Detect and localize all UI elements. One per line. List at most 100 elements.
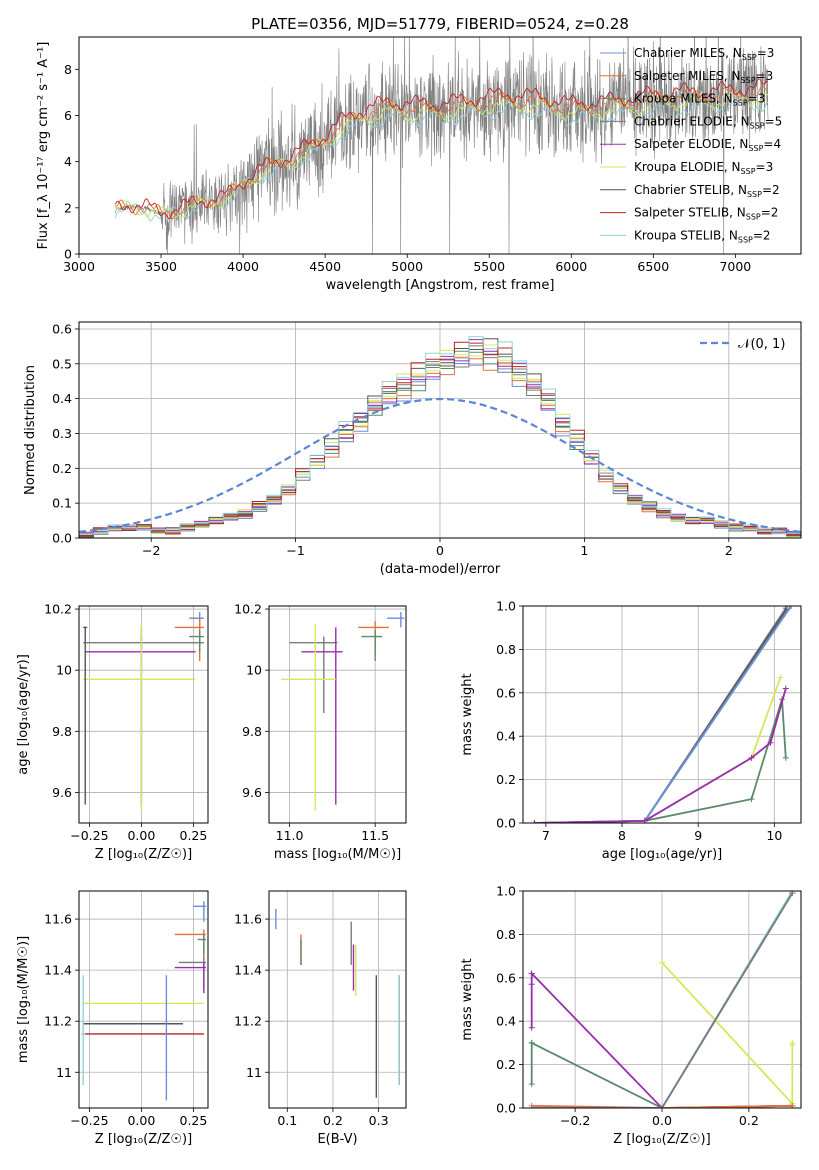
y-tick-label: 0.5 xyxy=(52,356,72,371)
axes-frame xyxy=(78,605,209,824)
plot-area-mass-vs-metallicity xyxy=(81,901,206,1101)
plot-area-mass-vs-ebv xyxy=(275,908,400,1098)
y-tick-label: 0.2 xyxy=(496,1057,516,1072)
legend-nssp: =2 xyxy=(753,228,771,242)
y-tick-label: 11.6 xyxy=(234,912,262,927)
histogram-6 xyxy=(79,338,801,538)
legend-label: 𝒩(0, 1) xyxy=(738,337,785,352)
normal-reference-curve xyxy=(79,397,801,533)
x-tick-label: 5500 xyxy=(473,259,505,274)
weight-marker xyxy=(777,674,784,681)
weight-marker xyxy=(788,606,795,609)
legend-subscript: SSP xyxy=(741,76,756,85)
x-tick-label: 6000 xyxy=(555,259,587,274)
legend-subscript: SSP xyxy=(733,99,748,108)
y-tick-label: 9.8 xyxy=(52,724,72,739)
legend-subscript: SSP xyxy=(750,121,765,130)
y-axis-label: mass [log₁₀(M/M☉)] xyxy=(16,936,31,1063)
y-tick-label: 10.2 xyxy=(44,602,72,617)
y-tick-label: 0.4 xyxy=(52,391,72,406)
y-tick-label: 0.0 xyxy=(496,1101,516,1116)
axes-frame xyxy=(268,890,407,1109)
y-axis-label: age [log₁₀(age/yr)] xyxy=(16,654,31,775)
y-tick-label: 10 xyxy=(56,663,72,678)
x-tick-label: 5000 xyxy=(391,259,423,274)
x-tick-label: 0.2 xyxy=(739,1113,759,1128)
legend-subscript: SSP xyxy=(747,190,762,199)
x-axis-label: mass [log₁₀(M/M☉)] xyxy=(274,847,401,862)
panel-age-vs-metallicity: −0.25 0.00 0.25 9.6 9.8 10 10.2 Z [log₁₀(Z/Z☉)]… xyxy=(16,602,209,862)
y-tick-label: 0.8 xyxy=(496,927,516,942)
y-tick-label: 10.2 xyxy=(234,602,262,617)
panel-spectrum: 3000 3500 4000 4500 5000 5500 6000 6500 7000 0 2 4 6… xyxy=(36,36,802,293)
x-tick-label: 0.25 xyxy=(180,828,208,843)
legend-nssp: =3 xyxy=(757,46,775,60)
x-tick-label: 10 xyxy=(766,828,782,843)
weight-marker xyxy=(528,1081,535,1088)
y-tick-label: 0.2 xyxy=(52,461,72,476)
plot-area-age-vs-metallicity xyxy=(83,612,204,811)
weight-marker xyxy=(531,820,538,823)
legend-nssp: =2 xyxy=(762,183,780,197)
y-tick-label: 2 xyxy=(64,200,72,215)
y-tick-label: 11.2 xyxy=(44,1014,72,1029)
x-tick-label: 3000 xyxy=(63,259,95,274)
y-tick-label: 4 xyxy=(64,154,72,169)
model-spectrum-7 xyxy=(114,78,768,220)
plot-area-residuals xyxy=(79,336,801,538)
y-tick-label: 0.4 xyxy=(496,729,516,744)
x-tick-label: −0.2 xyxy=(560,1113,590,1128)
x-tick-label: 3500 xyxy=(145,259,177,274)
plot-area-mass-weight-vs-age xyxy=(531,606,795,823)
y-tick-label: 1.0 xyxy=(496,599,516,614)
panel-mass-vs-metallicity: −0.25 0.00 0.25 11 11.2 11.4 11.6 Z [log₁₀(Z/Z☉… xyxy=(16,890,209,1147)
y-tick-label: 0.8 xyxy=(496,642,516,657)
x-tick-label: 8 xyxy=(618,828,626,843)
legend-subscript: SSP xyxy=(738,235,753,244)
axes-frame xyxy=(78,890,209,1109)
y-tick-label: 0.2 xyxy=(496,772,516,787)
weight-line-2 xyxy=(534,607,791,823)
x-tick-label: 2 xyxy=(725,543,733,558)
x-tick-label: −2 xyxy=(142,543,160,558)
x-tick-label: 4000 xyxy=(227,259,259,274)
weight-marker xyxy=(782,754,789,761)
x-tick-label: 11.5 xyxy=(361,828,389,843)
x-tick-label: 0.0 xyxy=(652,1113,672,1128)
x-tick-label: −0.25 xyxy=(70,1113,108,1128)
x-tick-label: 0.1 xyxy=(277,1113,297,1128)
legend-nssp: =4 xyxy=(763,137,781,151)
weight-marker xyxy=(528,970,535,977)
model-spectrum-5 xyxy=(114,90,769,218)
x-tick-label: 0.25 xyxy=(180,1113,208,1128)
weight-marker xyxy=(528,1039,535,1046)
weight-marker xyxy=(659,1105,665,1108)
y-tick-label: 9.6 xyxy=(242,785,262,800)
x-tick-label: −1 xyxy=(286,543,304,558)
legend-nssp: =3 xyxy=(756,160,774,174)
weight-marker xyxy=(528,1105,535,1108)
legend-subscript: SSP xyxy=(742,53,757,62)
x-tick-label: 7000 xyxy=(719,259,751,274)
legend-nssp: =5 xyxy=(765,114,783,128)
y-tick-label: 0.6 xyxy=(496,685,516,700)
y-tick-label: 0.6 xyxy=(52,321,72,336)
y-tick-label: 0 xyxy=(64,247,72,262)
x-axis-label: Z [log₁₀(Z/Z☉)] xyxy=(95,847,192,862)
y-tick-label: 11 xyxy=(56,1065,72,1080)
y-axis-label: Normed distribution xyxy=(23,365,38,495)
legend-label: Chabrier STELIB, NSSP=2 xyxy=(634,183,780,199)
x-axis-label: E(B-V) xyxy=(317,1132,357,1147)
legend-label: Kroupa STELIB, NSSP=2 xyxy=(634,228,771,244)
y-tick-label: 11.4 xyxy=(44,963,72,978)
legend-subscript: SSP xyxy=(748,144,763,153)
panel-residuals: −2 −1 0 1 2 0.0 0.1 0.2 0.3 0.4 0.5 0.6 (data-model)… xyxy=(23,321,802,577)
y-axis-label: mass weight xyxy=(460,958,475,1040)
y-tick-label: 0.1 xyxy=(52,496,72,511)
y-tick-label: 10 xyxy=(246,663,262,678)
x-axis-label: Z [log₁₀(Z/Z☉)] xyxy=(613,1132,710,1147)
plot-area-mass-weight-vs-metallicity xyxy=(528,891,796,1108)
x-tick-label: 4500 xyxy=(309,259,341,274)
x-axis-label: age [log₁₀(age/yr)] xyxy=(602,847,723,862)
legend-subscript: SSP xyxy=(746,213,761,222)
